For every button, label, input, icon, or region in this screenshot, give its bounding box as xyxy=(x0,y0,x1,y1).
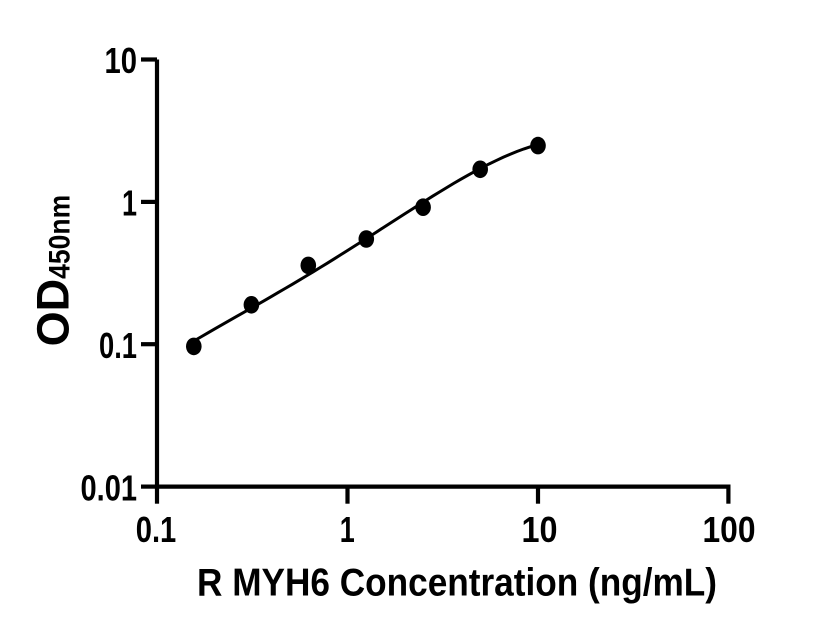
svg-text:100: 100 xyxy=(703,509,756,550)
svg-text:10: 10 xyxy=(522,509,558,550)
svg-text:0.01: 0.01 xyxy=(81,467,138,508)
svg-text:OD450nm: OD450nm xyxy=(28,195,79,347)
svg-text:R MYH6 Concentration (ng/mL): R MYH6 Concentration (ng/mL) xyxy=(197,562,717,605)
svg-text:10: 10 xyxy=(105,40,138,81)
svg-text:0.1: 0.1 xyxy=(136,509,177,550)
svg-text:1: 1 xyxy=(340,509,355,550)
svg-text:1: 1 xyxy=(122,183,137,224)
svg-text:0.1: 0.1 xyxy=(99,325,137,366)
